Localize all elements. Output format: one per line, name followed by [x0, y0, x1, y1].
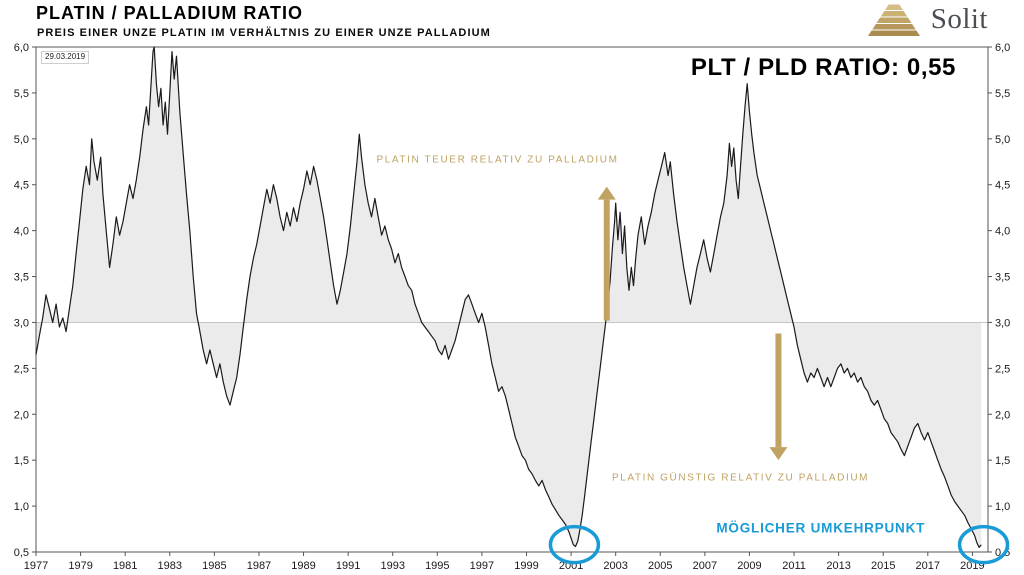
- x-axis-label: 1999: [514, 560, 538, 572]
- page-title: PLATIN / PALLADIUM RATIO: [36, 3, 303, 23]
- x-axis-label: 2009: [737, 560, 761, 572]
- y-axis-label: 2,5: [995, 363, 1010, 375]
- y-axis-label: 3,5: [14, 272, 29, 284]
- y-axis-label: 1,0: [14, 501, 29, 513]
- date-label: 29.03.2019: [41, 51, 90, 64]
- x-axis-label: 1997: [470, 560, 494, 572]
- x-axis-label: 2015: [871, 560, 895, 572]
- ratio-line: [35, 46, 982, 548]
- y-axis-label: 5,0: [14, 134, 29, 146]
- x-axis-label: 2011: [782, 560, 806, 572]
- turning-point-circle: [957, 524, 1010, 565]
- x-axis-label: 2013: [826, 560, 850, 572]
- annotation-platin-teuer: PLATIN TEUER RELATIV ZU PALLADIUM: [376, 154, 619, 166]
- logo-text: Solit: [930, 3, 988, 35]
- y-axis-label: 1,0: [995, 501, 1010, 513]
- annotation-platin-guenstig: PLATIN GÜNSTIG RELATIV ZU PALLADIUM: [611, 472, 870, 484]
- x-axis-label: 1987: [247, 560, 271, 572]
- x-axis-label: 2017: [916, 560, 940, 572]
- area-fill: [36, 47, 982, 548]
- y-axis-label: 6,0: [14, 42, 29, 54]
- x-axis-label: 2005: [648, 560, 672, 572]
- y-axis-label: 2,0: [995, 409, 1010, 421]
- y-axis-label: 5,0: [995, 134, 1010, 146]
- y-axis-label: 5,5: [14, 88, 29, 100]
- y-axis-label: 2,5: [14, 363, 29, 375]
- turning-point-circle: [548, 524, 601, 565]
- x-axis-label: 2003: [603, 560, 627, 572]
- y-axis-label: 4,5: [14, 180, 29, 192]
- x-axis-label: 1995: [425, 560, 449, 572]
- y-axis-label: 6,0: [995, 42, 1010, 54]
- x-axis-label: 1991: [336, 560, 360, 572]
- x-axis-label: 1981: [113, 560, 137, 572]
- x-axis-label: 1979: [68, 560, 92, 572]
- y-axis-label: 4,5: [995, 180, 1010, 192]
- y-axis-label: 1,5: [995, 455, 1010, 467]
- arrow-down-icon: [769, 447, 788, 461]
- x-axis-label: 1983: [158, 560, 182, 572]
- y-axis-label: 0,5: [14, 547, 29, 559]
- page-subtitle: PREIS EINER UNZE PLATIN IM VERHÄLTNIS ZU…: [37, 27, 491, 39]
- y-axis-label: 2,0: [14, 409, 29, 421]
- solit-logo: Solit: [867, 3, 988, 36]
- y-axis-label: 1,5: [14, 455, 29, 467]
- y-axis-label: 5,5: [995, 88, 1010, 100]
- arrow-up-icon: [597, 186, 616, 200]
- y-axis-label: 4,0: [995, 226, 1010, 238]
- x-axis-label: 1993: [380, 560, 404, 572]
- x-axis-label: 1985: [202, 560, 226, 572]
- x-axis-label: 1989: [291, 560, 315, 572]
- y-axis-label: 3,0: [14, 317, 29, 329]
- y-axis-label: 4,0: [14, 226, 29, 238]
- y-axis-label: 3,0: [995, 317, 1010, 329]
- x-axis-label: 1977: [24, 560, 48, 572]
- y-axis-label: 3,5: [995, 272, 1010, 284]
- ratio-value-label: PLT / PLD RATIO: 0,55: [688, 54, 958, 82]
- pyramid-icon: [867, 4, 920, 36]
- annotation-umkehrpunkt: MÖGLICHER UMKEHRPUNKT: [716, 520, 926, 536]
- plot-border: [35, 46, 989, 553]
- x-axis-label: 2007: [693, 560, 717, 572]
